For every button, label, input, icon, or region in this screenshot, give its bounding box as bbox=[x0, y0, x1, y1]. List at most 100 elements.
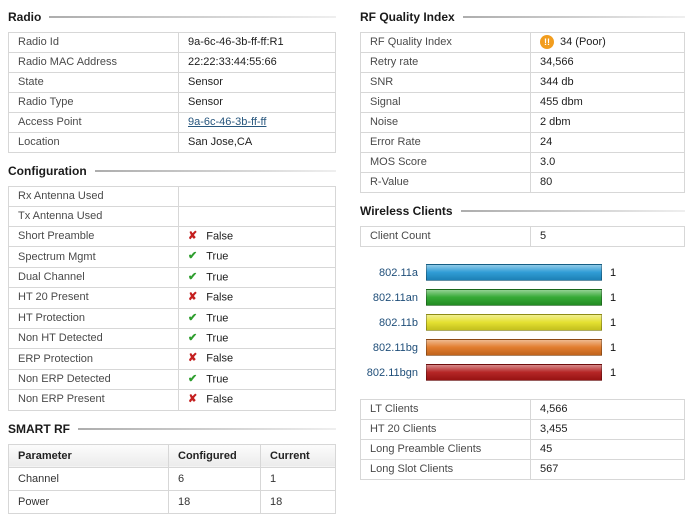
row-label: Retry rate bbox=[359, 52, 531, 73]
row-value: 34,566 bbox=[529, 52, 686, 73]
row-label: Long Preamble Clients bbox=[359, 439, 531, 460]
rf-quality-section-header: RF Quality Index bbox=[360, 10, 685, 24]
row-value: 567 bbox=[529, 459, 686, 480]
warning-icon: !! bbox=[539, 35, 554, 50]
row-value: False bbox=[206, 230, 234, 243]
row-label: HT 20 Clients bbox=[359, 419, 531, 440]
cell-parameter: Power bbox=[8, 489, 169, 514]
row-label: Short Preamble bbox=[8, 225, 179, 248]
row-label: Radio Type bbox=[8, 92, 179, 113]
bar-value: 1 bbox=[609, 316, 617, 329]
row-label: LT Clients bbox=[359, 399, 531, 420]
row-value: 34 (Poor) bbox=[559, 36, 606, 48]
access-point-link[interactable]: 9a-6c-46-3b-ff-ff bbox=[188, 116, 267, 128]
false-icon: ✘ bbox=[188, 393, 198, 406]
bar-track bbox=[425, 314, 602, 331]
wireless-clients-chart: 802.11a 1 802.11an 1 802.11b 1 802.11bg … bbox=[360, 247, 685, 395]
section-rule bbox=[460, 210, 685, 212]
row-label: RF Quality Index bbox=[359, 32, 531, 53]
true-icon: ✔ bbox=[188, 332, 198, 345]
configuration-section-title: Configuration bbox=[8, 164, 87, 178]
bar-label: 802.11bg bbox=[372, 341, 418, 354]
row-value: True bbox=[206, 373, 229, 386]
bar-label: 802.11bgn bbox=[366, 366, 418, 379]
cell-configured: 18 bbox=[168, 489, 261, 514]
table-row: Retry rate 34,566 bbox=[359, 52, 686, 73]
row-value: 45 bbox=[529, 439, 686, 460]
rf-quality-table: RF Quality Index !! 34 (Poor) Retry rate … bbox=[359, 32, 686, 193]
wireless-clients-section-title: Wireless Clients bbox=[359, 204, 453, 218]
row-label: Non HT Detected bbox=[8, 328, 179, 350]
right-column: RF Quality Index RF Quality Index !! 34 (… bbox=[359, 6, 686, 521]
table-row: HT Protection ✔ True bbox=[8, 307, 336, 330]
configuration-section-header: Configuration bbox=[8, 164, 336, 178]
chart-bar-row: 802.11bgn 1 bbox=[360, 364, 685, 381]
table-row: Radio Type Sensor bbox=[8, 92, 336, 113]
bar-802-11bgn bbox=[425, 364, 602, 381]
bar-value: 1 bbox=[609, 366, 617, 379]
bar-802-11b bbox=[425, 314, 602, 331]
row-label: MOS Score bbox=[359, 152, 531, 173]
row-label: Tx Antenna Used bbox=[8, 206, 179, 227]
row-value: False bbox=[206, 352, 234, 365]
row-value: 4,566 bbox=[529, 399, 686, 420]
table-row: Radio MAC Address 22:22:33:44:55:66 bbox=[8, 52, 336, 73]
table-row: Channel 6 1 bbox=[8, 466, 336, 491]
table-row: Signal 455 dbm bbox=[359, 92, 686, 113]
table-row: Power 18 18 bbox=[8, 489, 336, 514]
section-rule bbox=[94, 170, 336, 172]
smart-rf-table: Parameter Configured Current Channel 6 1… bbox=[8, 443, 336, 514]
table-row: LT Clients 4,566 bbox=[359, 399, 686, 420]
row-label: Dual Channel bbox=[8, 266, 179, 289]
row-label: Location bbox=[8, 132, 179, 153]
section-rule bbox=[49, 16, 336, 18]
table-row: Rx Antenna Used bbox=[8, 186, 336, 207]
smart-rf-section-header: SMART RF bbox=[8, 422, 336, 436]
table-row: Long Preamble Clients 45 bbox=[359, 439, 686, 460]
chart-bar-row: 802.11b 1 bbox=[360, 314, 685, 331]
table-row: Short Preamble ✘ False bbox=[8, 225, 336, 248]
row-value: 9a-6c-46-3b-ff-ff:R1 bbox=[178, 32, 336, 53]
row-label: Non ERP Present bbox=[8, 389, 179, 411]
row-value: 455 dbm bbox=[529, 92, 686, 113]
table-row: Long Slot Clients 567 bbox=[359, 459, 686, 480]
column-header: Parameter bbox=[8, 443, 169, 468]
true-icon: ✔ bbox=[188, 311, 198, 324]
table-row: Error Rate 24 bbox=[359, 132, 686, 153]
row-label: Access Point bbox=[8, 112, 179, 133]
row-value: True bbox=[206, 250, 229, 263]
table-row: Radio Id 9a-6c-46-3b-ff-ff:R1 bbox=[8, 32, 336, 53]
row-value: 344 db bbox=[529, 72, 686, 93]
row-label: Non ERP Detected bbox=[8, 368, 179, 391]
table-row: Tx Antenna Used bbox=[8, 206, 336, 227]
row-label: Noise bbox=[359, 112, 531, 133]
table-row: R-Value 80 bbox=[359, 172, 686, 193]
table-row: Dual Channel ✔ True bbox=[8, 266, 336, 289]
table-row: Spectrum Mgmt ✔ True bbox=[8, 246, 336, 268]
table-row: RF Quality Index !! 34 (Poor) bbox=[359, 32, 686, 53]
row-value: Sensor bbox=[178, 72, 336, 93]
false-icon: ✘ bbox=[188, 352, 198, 365]
row-label: Signal bbox=[359, 92, 531, 113]
row-value: 3,455 bbox=[529, 419, 686, 440]
section-rule bbox=[78, 427, 336, 430]
false-icon: ✘ bbox=[188, 230, 198, 242]
row-label: HT 20 Present bbox=[8, 287, 179, 309]
table-row: SNR 344 db bbox=[359, 72, 686, 93]
chart-bar-row: 802.11bg 1 bbox=[360, 339, 685, 356]
bar-label: 802.11a bbox=[379, 266, 418, 279]
radio-table: Radio Id 9a-6c-46-3b-ff-ff:R1 Radio MAC … bbox=[8, 32, 336, 153]
row-label: SNR bbox=[359, 72, 531, 93]
column-header: Configured bbox=[168, 443, 261, 468]
row-value: 24 bbox=[529, 132, 686, 153]
row-label: Spectrum Mgmt bbox=[8, 246, 179, 268]
table-row: Non ERP Detected ✔ True bbox=[8, 368, 336, 391]
bar-track bbox=[425, 339, 602, 356]
rf-quality-section-title: RF Quality Index bbox=[359, 10, 455, 24]
wireless-clients-section-header: Wireless Clients bbox=[360, 204, 685, 218]
table-row: Non ERP Present ✘ False bbox=[8, 389, 336, 411]
client-count-table: Client Count 5 bbox=[359, 226, 686, 247]
column-header: Current bbox=[260, 443, 336, 468]
row-label: Radio Id bbox=[8, 32, 179, 53]
row-value: True bbox=[206, 271, 229, 284]
